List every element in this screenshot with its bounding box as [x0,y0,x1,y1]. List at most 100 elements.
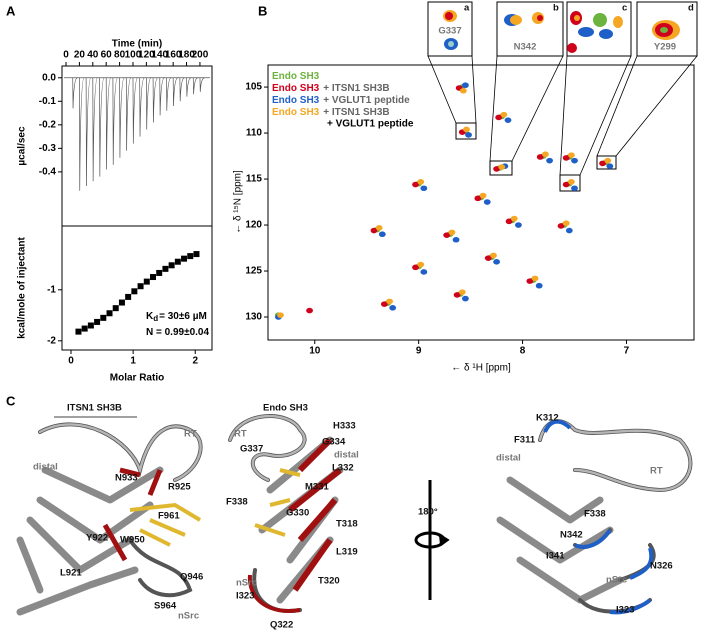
residue-label: Q322 [270,620,293,631]
peak [571,185,578,192]
residue-label: F338 [226,497,248,508]
legend-detail: + VGLUT1 peptide [327,119,414,130]
inset-box [566,1,632,57]
peak [380,301,388,307]
panel-label: A [6,3,16,18]
injection-peak [92,77,98,182]
inset-blobs [443,10,680,53]
data-point [118,299,125,306]
residue-label: R925 [168,482,191,493]
peak [562,220,570,226]
residue-label: L921 [60,568,82,579]
residue-label: L319 [336,547,358,558]
data-point [181,255,188,262]
x-tick-label: 8 [520,346,526,357]
y-tick-label: 130 [245,312,262,323]
peak [504,117,512,123]
y-tick-label: -0.3 [39,143,57,154]
injection-peak [105,77,112,170]
peak [412,264,419,271]
peak [498,164,506,170]
peak [378,231,386,238]
loop-label: RT [234,429,247,440]
zoom-box [489,160,513,176]
injection-peak [179,77,185,102]
inset-label: G337 [438,26,461,37]
legend-detail: + ITSN1 SH3B [323,83,389,94]
x-axis-label: Molar Ratio [110,373,164,384]
peak [493,166,500,172]
peak [536,154,544,160]
loop-label: distal [33,462,58,473]
x-axis-label: ← δ ¹H [ppm] [451,363,511,374]
legend-entry: Endo SH3 + VGLUT1 peptide [272,95,410,106]
peak [557,223,565,229]
injection-peak [199,77,205,92]
injection-peak [166,77,172,111]
inset-letter: d [688,3,694,14]
peak [567,179,575,185]
y-tick-label: -0.1 [39,96,57,107]
peak [458,289,466,295]
injection-peak [172,77,179,107]
residue-label: F311 [514,435,536,446]
y-axis-label: kcal/mole of injectant [17,236,28,338]
peak [417,179,425,185]
x-tick-label: 0 [68,356,74,367]
data-point [87,322,94,329]
plot-frame [267,64,695,341]
loop-label: nSrc [178,611,199,622]
x-tick-label: 40 [87,50,99,61]
residue-label: N326 [650,561,673,572]
injection-peak [159,77,165,116]
residue-label: I323 [616,605,635,616]
residue-label: Q946 [180,572,203,583]
inset-box [496,1,564,57]
peak [567,152,575,158]
x-tick-label: 120 [138,50,155,61]
peak [515,222,522,228]
panel-label: B [258,3,267,18]
residue-label: G330 [286,508,309,519]
y-axis-label: ← δ ¹⁵N [ppm] [233,170,244,234]
residue-label: M331 [305,482,329,493]
peak [462,82,469,89]
data-point [94,318,101,325]
y-tick-label: 0.0 [42,72,56,83]
data-point [112,305,119,312]
legend-detail: + VGLUT1 peptide [323,95,410,106]
x-tick-label: 60 [101,50,113,61]
legend-entry: Endo SH3 + ITSN1 SH3B [272,83,390,94]
y-tick-label: -2 [47,335,56,346]
x-tick-label: 80 [114,50,126,61]
peak [420,269,428,275]
zoom-box [455,122,477,140]
injection-peak [112,77,118,165]
injection-peak [79,77,85,191]
residue-label: G337 [240,444,263,455]
data-point [125,293,132,300]
injection-peak [132,77,139,144]
inset-label: Y299 [654,42,676,53]
annotation: N = 0.99±0.04 [146,327,209,338]
loop-label: nSrc [236,578,257,589]
peak [505,218,513,225]
structure-endo [228,414,344,613]
residue-label: K312 [536,413,559,424]
peak [484,255,492,261]
legend-entry: Endo SH3 [272,71,320,82]
residue-label: H333 [333,421,356,432]
peak [565,227,573,234]
data-point [162,265,169,272]
residue-label: G334 [322,437,346,448]
loop-label: distal [334,450,359,461]
data-point [137,283,144,290]
peak [420,185,428,192]
peak [453,292,461,298]
residue-label: F338 [584,509,606,520]
data-point [187,253,194,260]
y-tick-label: -1 [47,284,56,295]
peak [490,252,497,259]
peak [493,259,500,265]
residue-label: S964 [154,601,177,612]
